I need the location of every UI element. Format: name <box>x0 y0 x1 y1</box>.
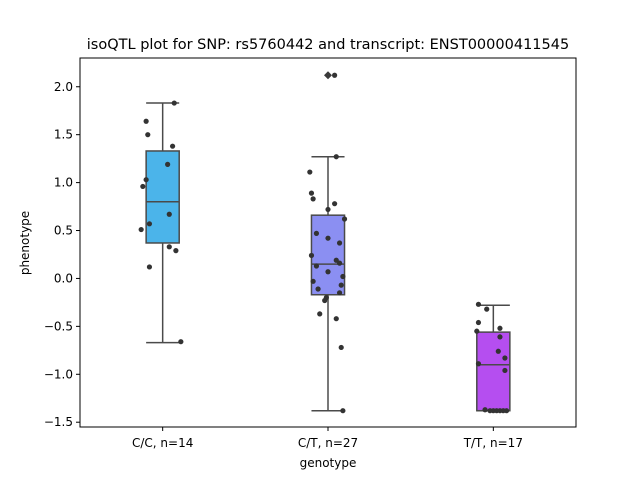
box-body <box>310 214 346 296</box>
data-point <box>341 216 348 222</box>
outlier-marker <box>324 71 332 80</box>
data-point <box>313 230 320 236</box>
data-point <box>178 339 184 345</box>
data-point <box>332 201 338 207</box>
data-point <box>322 297 328 304</box>
data-point <box>340 408 346 414</box>
x-tick-label: C/C, n=14 <box>132 436 193 450</box>
data-point <box>333 154 339 160</box>
data-point <box>474 328 480 334</box>
data-point <box>166 244 172 250</box>
data-point <box>143 177 149 183</box>
y-tick-label: 0.0 <box>54 271 73 285</box>
data-point <box>313 263 320 269</box>
data-point <box>169 143 176 149</box>
data-point <box>146 264 153 270</box>
data-point <box>315 286 321 292</box>
data-point <box>338 344 344 351</box>
y-tick-label: −1.5 <box>44 415 73 429</box>
y-tick-label: −0.5 <box>44 319 73 333</box>
data-point <box>166 211 172 217</box>
y-tick-label: −1.0 <box>44 367 73 381</box>
box-body <box>145 150 180 244</box>
y-tick-label: 2.0 <box>54 80 73 94</box>
data-point <box>143 118 149 124</box>
data-point <box>475 361 482 367</box>
plot-area <box>79 57 577 428</box>
data-point <box>317 311 323 317</box>
data-point <box>146 221 153 227</box>
y-tick-label: 0.5 <box>54 224 73 238</box>
data-point <box>475 301 482 307</box>
data-point <box>503 408 510 414</box>
data-point <box>308 190 315 196</box>
box-group <box>310 71 346 412</box>
x-tick-label: C/T, n=27 <box>298 436 358 450</box>
data-point <box>333 316 339 322</box>
data-point <box>502 367 508 374</box>
x-axis: C/C, n=14 C/T, n=27 T/T, n=17 <box>132 427 523 450</box>
y-axis-label: phenotype <box>18 211 32 275</box>
data-point <box>310 278 316 284</box>
y-axis: −1.5 −1.0 −0.5 0.0 0.5 1.0 1.5 2.0 <box>44 80 80 429</box>
x-axis-label: genotype <box>300 456 357 470</box>
x-tick-label: T/T, n=17 <box>463 436 523 450</box>
data-point <box>502 355 508 361</box>
y-tick-label: 1.5 <box>54 128 73 142</box>
data-point <box>497 325 503 331</box>
chart-title: isoQTL plot for SNP: rs5760442 and trans… <box>87 37 569 53</box>
data-point <box>338 282 344 288</box>
data-point <box>484 306 490 312</box>
data-point <box>307 169 313 175</box>
data-point <box>475 319 482 326</box>
data-point <box>173 248 179 254</box>
data-point <box>325 206 331 213</box>
data-point <box>336 240 343 246</box>
data-point <box>336 260 343 266</box>
data-point <box>140 183 146 190</box>
box-group <box>145 102 180 344</box>
data-point <box>340 273 346 280</box>
data-point <box>325 269 331 275</box>
data-point <box>332 72 338 78</box>
data-point <box>310 196 316 202</box>
data-point <box>171 100 177 106</box>
y-tick-label: 1.0 <box>54 176 73 190</box>
data-point <box>145 132 151 138</box>
data-point <box>495 348 501 354</box>
data-point <box>482 407 488 413</box>
data-point <box>336 290 343 296</box>
data-point <box>497 334 503 340</box>
data-point <box>138 226 144 233</box>
data-point <box>165 161 171 167</box>
data-point <box>325 235 331 241</box>
data-point <box>308 252 315 259</box>
